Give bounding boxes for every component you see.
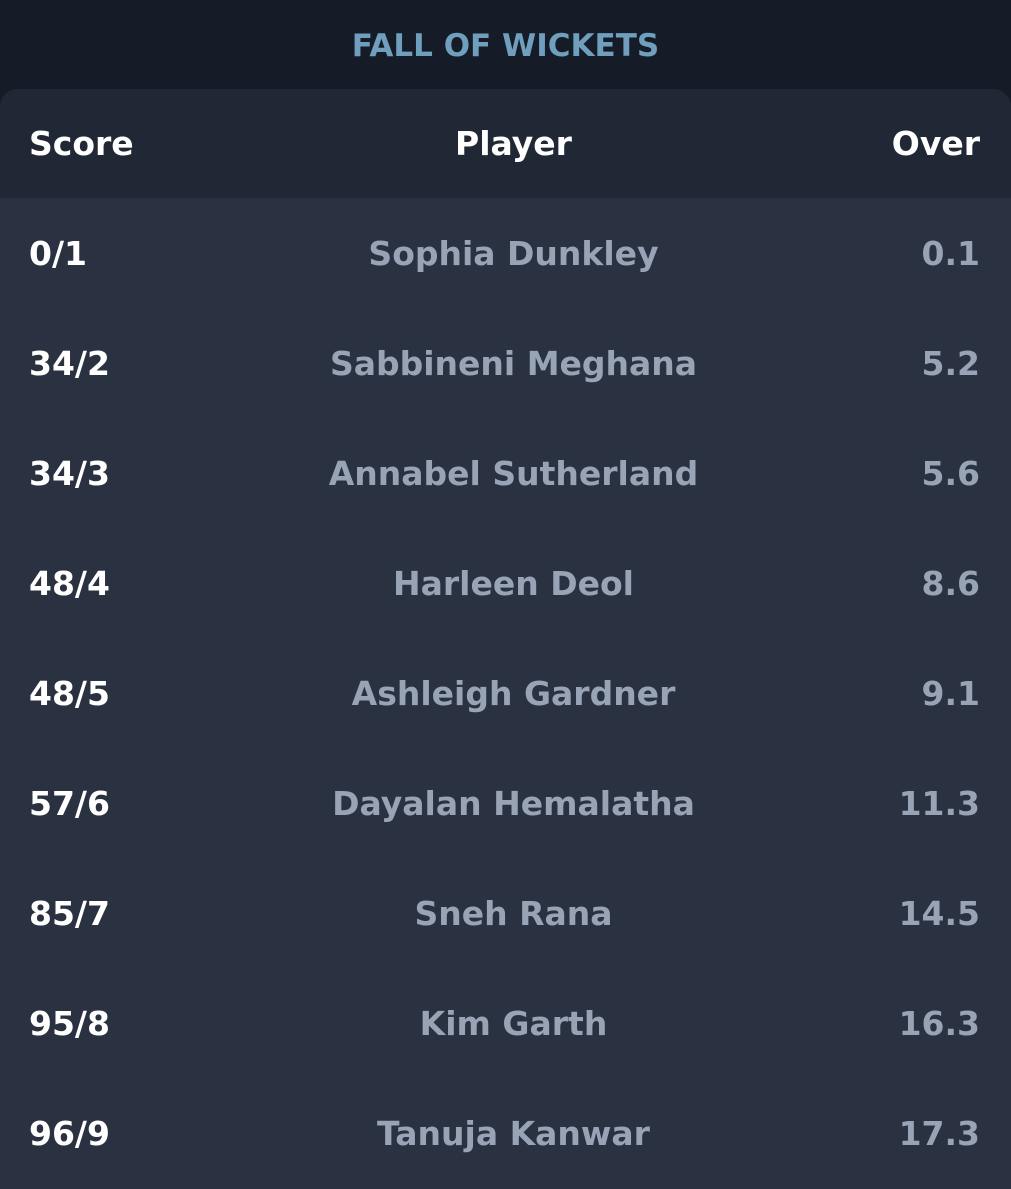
table-row: 0/1 Sophia Dunkley 0.1 [0,198,1011,308]
table-row: 48/5 Ashleigh Gardner 9.1 [0,638,1011,748]
score-cell: 95/8 [29,1003,110,1043]
player-cell: Sabbineni Meghana [329,343,698,383]
table-row: 48/4 Harleen Deol 8.6 [0,528,1011,638]
fall-of-wickets-table: Score Player Over 0/1 Sophia Dunkley 0.1… [0,89,1011,1189]
table-row: 95/8 Kim Garth 16.3 [0,968,1011,1078]
column-header-player: Player [455,124,572,163]
column-header-over: Over [891,124,980,163]
player-cell: Tanuja Kanwar [377,1113,650,1153]
player-cell: Harleen Deol [393,563,634,603]
over-cell: 17.3 [898,1113,980,1153]
score-cell: 57/6 [29,783,110,823]
player-cell: Sneh Rana [414,893,613,933]
table-row: 34/2 Sabbineni Meghana 5.2 [0,308,1011,418]
over-cell: 8.6 [921,563,980,603]
score-cell: 48/4 [29,563,110,603]
player-cell: Sophia Dunkley [368,233,659,273]
player-cell: Ashleigh Gardner [351,673,676,713]
score-cell: 34/3 [29,453,110,493]
section-title: FALL OF WICKETS [351,28,660,64]
score-cell: 0/1 [29,233,87,273]
over-cell: 5.2 [921,343,980,383]
player-cell: Kim Garth [419,1003,608,1043]
score-cell: 96/9 [29,1113,110,1153]
table-row: 96/9 Tanuja Kanwar 17.3 [0,1078,1011,1188]
over-cell: 5.6 [921,453,980,493]
over-cell: 9.1 [921,673,980,713]
table-body: 0/1 Sophia Dunkley 0.1 34/2 Sabbineni Me… [0,198,1011,1188]
score-cell: 34/2 [29,343,110,383]
column-header-score: Score [29,124,134,163]
table-row: 34/3 Annabel Sutherland 5.6 [0,418,1011,528]
over-cell: 0.1 [921,233,980,273]
score-cell: 48/5 [29,673,110,713]
over-cell: 16.3 [898,1003,980,1043]
table-row: 57/6 Dayalan Hemalatha 11.3 [0,748,1011,858]
player-cell: Annabel Sutherland [328,453,699,493]
over-cell: 11.3 [898,783,980,823]
player-cell: Dayalan Hemalatha [332,783,695,823]
score-cell: 85/7 [29,893,110,933]
table-row: 85/7 Sneh Rana 14.5 [0,858,1011,968]
table-header: Score Player Over [0,89,1011,198]
over-cell: 14.5 [898,893,980,933]
